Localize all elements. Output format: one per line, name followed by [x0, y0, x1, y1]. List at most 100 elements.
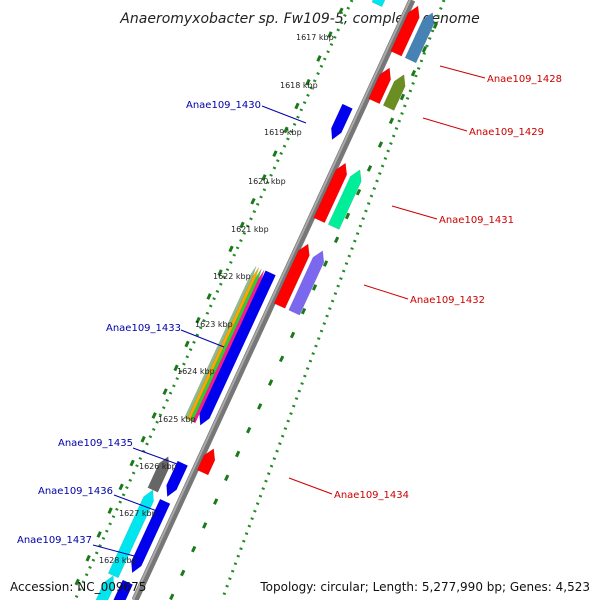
tick-dash: [195, 316, 201, 324]
tick-dash: [300, 307, 307, 315]
tick-dash: [338, 7, 344, 15]
gene-label-anae109-1435: Anae109_1435: [58, 438, 133, 449]
gene-label-anae109-1432: Anae109_1432: [410, 295, 485, 306]
kbp-label-1621: 1621 kbp: [231, 225, 269, 234]
kbp-label-1618: 1618 kbp: [280, 81, 318, 90]
gene-label-anae109-1428: Anae109_1428: [487, 74, 562, 85]
anae109-1436-cyan-block: [107, 489, 154, 579]
tick-dash: [96, 531, 102, 538]
map-title: Anaeromyxobacter sp. Fw109-5, complete g…: [119, 11, 479, 27]
tick-dash: [311, 284, 318, 291]
gene-label-anae109-1434: Anae109_1434: [334, 490, 409, 501]
tick-dash: [388, 117, 395, 125]
tick-dash: [169, 593, 175, 600]
gene-label-anae109-1430: Anae109_1430: [186, 100, 261, 111]
gene-label-anae109-1436: Anae109_1436: [38, 486, 113, 497]
tick-dash: [239, 221, 245, 229]
kbp-label-1623: 1623 kbp: [195, 320, 233, 329]
kbp-label-1627: 1627 kbp: [119, 509, 157, 518]
tick-dash: [151, 412, 157, 419]
gene-anae109-1435: [166, 460, 189, 498]
topology-text: Topology: circular; Length: 5,277,990 bp…: [260, 580, 590, 594]
tick-dash: [377, 141, 384, 148]
tick-dash: [206, 293, 212, 300]
tick-dash: [267, 379, 274, 386]
tick-dash: [140, 435, 146, 443]
gene-anae109-1432: [273, 243, 310, 309]
tick-dash: [250, 197, 256, 205]
gene-anae109-1431: [313, 162, 348, 224]
tick-dash: [333, 236, 340, 244]
gene-label-anae109-1429: Anae109_1429: [469, 127, 544, 138]
tick-dash: [180, 569, 186, 577]
anae109-1433-stripe-1: [186, 267, 260, 421]
tick-dash: [228, 245, 234, 253]
kbp-label-1620: 1620 kbp: [248, 177, 286, 186]
tick-dash: [246, 426, 252, 434]
tick-dash: [202, 522, 208, 529]
anae109-1435-gray-block: [147, 456, 170, 493]
kbp-label-1622: 1622 kbp: [213, 272, 251, 281]
tick-dash: [289, 331, 296, 339]
chromosome-backbone: [131, 0, 416, 600]
tick-dash: [283, 126, 289, 134]
gene-anae109-1436: [131, 498, 171, 574]
tick-dash: [399, 93, 406, 101]
gene-anae109-1434: [196, 448, 216, 476]
tick-dash: [85, 554, 91, 562]
tick-dash: [278, 355, 285, 363]
gene-anae109-1429-b: [382, 74, 406, 111]
anae109-1437-cyan-block: [95, 575, 115, 600]
kbp-label-1628: 1628 kbp: [99, 556, 137, 565]
gene-anae109-1431-b: [327, 169, 362, 230]
kbp-label-1619: 1619 kbp: [264, 128, 302, 137]
tick-dash: [316, 55, 322, 62]
tick-dash: [184, 340, 190, 348]
tick-dash: [366, 165, 373, 172]
tick-dash: [272, 150, 278, 158]
tick-dash: [191, 545, 197, 553]
gene-label-anae109-1437: Anae109_1437: [17, 535, 92, 546]
tick-dash: [294, 102, 300, 110]
gene-anae109-1429: [368, 67, 391, 105]
gene-label-anae109-1431: Anae109_1431: [439, 215, 514, 226]
tick-marks: [74, 7, 439, 600]
tick-dash: [224, 474, 230, 482]
tick-dash: [305, 78, 311, 86]
top-cyan-block: [371, 0, 386, 8]
anae109-1433-stripe-3: [192, 269, 265, 424]
kbp-label-1624: 1624 kbp: [177, 367, 215, 376]
tick-dash: [261, 174, 267, 181]
gene-label-anae109-1433: Anae109_1433: [106, 323, 181, 334]
tick-dash: [107, 507, 113, 515]
tick-dash: [118, 483, 124, 491]
tick-dash: [213, 498, 219, 505]
tick-dash: [235, 450, 241, 458]
tick-dash: [410, 69, 417, 77]
gene-labels: Anae109_1428 Anae109_1429 Anae109_1431 A…: [17, 74, 562, 546]
tick-dash: [217, 269, 223, 277]
label-leader-lines: [92, 65, 486, 558]
anae109-1433-stripe-0: [184, 266, 257, 420]
tick-dash: [355, 188, 362, 196]
gene-anae109-1432-b: [288, 250, 325, 316]
tick-dash: [257, 403, 263, 410]
tick-dash: [421, 46, 428, 53]
kbp-label-1617: 1617 kbp: [296, 33, 334, 42]
accession-text: Accession: NC_009675: [10, 580, 147, 594]
tick-dash: [74, 578, 80, 586]
tick-dash: [344, 212, 351, 220]
tick-dash: [322, 260, 329, 267]
kbp-labels: 1617 kbp 1618 kbp 1619 kbp 1620 kbp 1621…: [99, 33, 334, 565]
gene-anae109-1437: [113, 579, 134, 600]
gene-anae109-1430: [331, 103, 353, 141]
kbp-label-1626: 1626 kbp: [139, 462, 177, 471]
tick-dash: [327, 31, 333, 39]
gene-anae109-1428-b: [404, 12, 435, 64]
gene-anae109-1428: [390, 5, 420, 57]
reverse-strand-guide: [73, 0, 354, 600]
tick-dash: [162, 388, 168, 396]
kbp-label-1625: 1625 kbp: [158, 415, 196, 424]
tick-dash: [129, 459, 135, 467]
